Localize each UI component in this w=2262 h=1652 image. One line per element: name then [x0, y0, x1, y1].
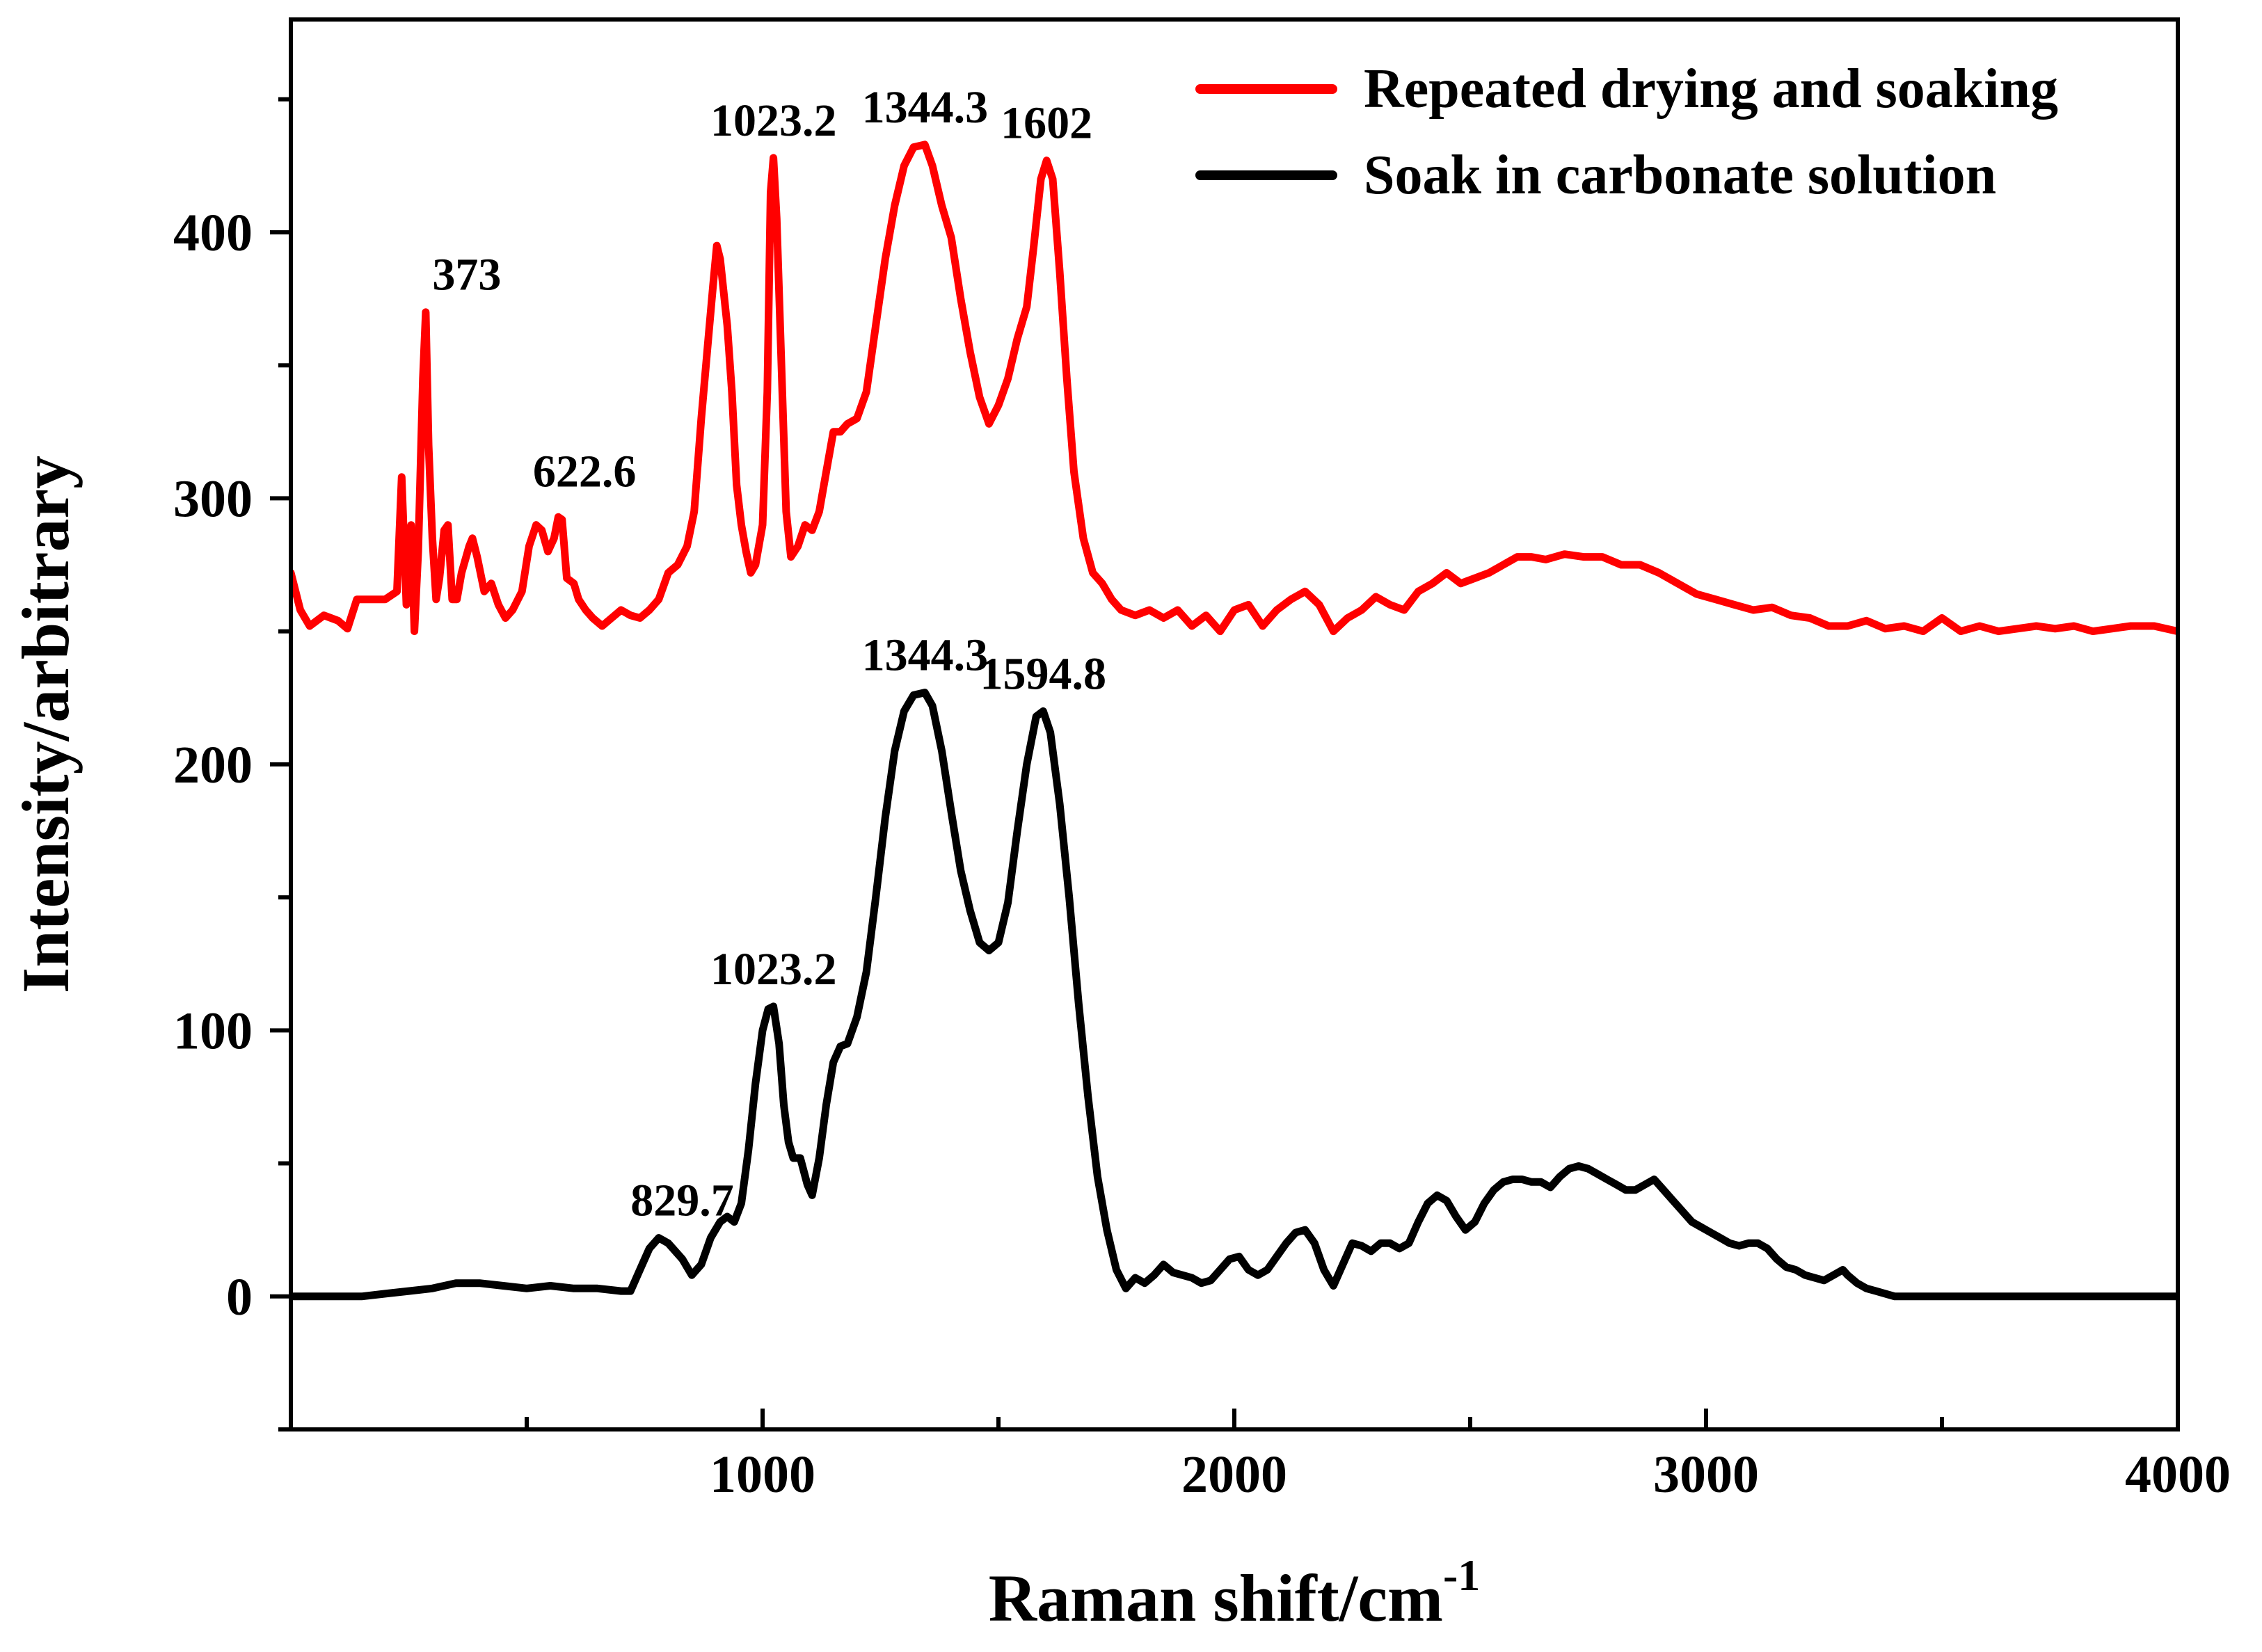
- y-tick-label: 400: [173, 204, 253, 262]
- y-tick-label: 0: [226, 1268, 253, 1326]
- x-tick-label: 3000: [1653, 1445, 1759, 1504]
- peak-label: 1602: [1001, 98, 1092, 149]
- plot-frame: [289, 17, 2180, 1432]
- peak-label: 1594.8: [980, 648, 1107, 699]
- x-tick-label: 2000: [1181, 1445, 1287, 1504]
- series-line-repeated-drying-soaking: [291, 141, 2178, 636]
- peak-label: 1023.2: [710, 944, 837, 995]
- plot-area: [291, 141, 2178, 1301]
- peak-label: 373: [432, 250, 501, 300]
- axis-titles: Raman shift/cm-1 Intensity/arbitrary: [8, 456, 1480, 1635]
- legend-label: Repeated drying and soaking: [1364, 58, 2058, 120]
- series-line-carbonate-soak: [291, 689, 2178, 1301]
- peak-label: 1344.3: [862, 630, 989, 681]
- axes: 1000 2000 3000 4000 0 100 200 300 400: [173, 17, 2231, 1504]
- legend-label: Soak in carbonate solution: [1364, 145, 1996, 206]
- x-axis-title: Raman shift/cm-1: [989, 1550, 1481, 1635]
- y-axis-title: Intensity/arbitrary: [8, 456, 83, 993]
- x-tick-label: 1000: [710, 1445, 815, 1504]
- y-tick-label: 300: [173, 470, 253, 528]
- y-tick-label: 200: [173, 736, 253, 794]
- y-tick-label: 100: [173, 1002, 253, 1060]
- peak-label: 1344.3: [862, 82, 989, 133]
- x-tick-label: 4000: [2125, 1445, 2231, 1504]
- peak-label: 1023.2: [710, 95, 837, 146]
- legend: Repeated drying and soaking Soak in carbo…: [1195, 58, 2058, 206]
- peak-label: 622.6: [533, 447, 637, 497]
- peak-label: 829.7: [630, 1176, 734, 1226]
